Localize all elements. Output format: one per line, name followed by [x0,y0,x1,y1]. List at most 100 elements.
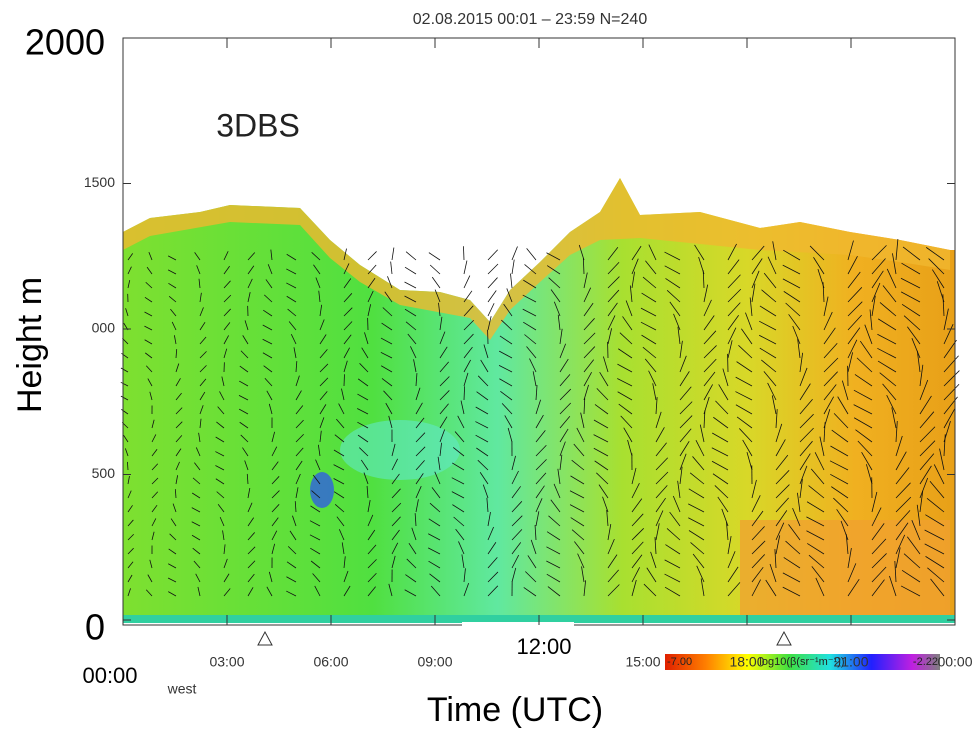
wind-arrow [906,536,921,555]
wind-arrow [782,572,801,583]
wind-arrow [271,461,279,471]
wind-arrow [262,324,273,331]
wind-arrow [217,406,225,415]
wind-arrow [631,498,643,513]
wind-arrow [546,252,561,261]
wind-arrow [380,365,393,373]
wind-arrow [271,431,276,443]
wind-arrow [367,586,376,597]
wind-arrow [415,402,423,415]
chart-title: 02.08.2015 00:01 – 23:59 N=240 [413,11,648,28]
wind-arrow [761,359,777,373]
wind-arrow [688,517,705,527]
wind-arrow [367,572,377,583]
wind-arrow [522,308,537,317]
wind-arrow [933,464,945,485]
wind-arrow [727,566,739,583]
wind-arrow [439,376,450,387]
wind-arrow [388,415,393,429]
wind-arrow [569,504,585,513]
wind-arrow [315,277,321,289]
wind-arrow [882,285,897,303]
wind-arrow [526,248,537,261]
wind-arrow [199,365,207,373]
wind-arrow [767,382,777,401]
wind-arrow [823,422,826,443]
wind-arrow [763,272,777,289]
wind-arrow [775,409,778,429]
wind-arrow [168,282,177,289]
wind-arrow [788,314,801,331]
wind-arrow [631,541,644,555]
wind-arrow [215,451,225,457]
wind-arrow [847,240,854,261]
wind-arrow [247,573,255,583]
wind-arrow [271,517,279,527]
wind-arrow [219,391,225,401]
wind-arrow [463,372,469,387]
wind-arrow [387,276,393,289]
wind-arrow [144,311,153,317]
wind-arrow [415,387,421,401]
wind-arrow [151,434,157,443]
wind-arrow [429,264,441,275]
wind-arrow [631,258,639,275]
wind-arrow [618,348,633,359]
wind-arrow [617,378,633,387]
wind-arrow [603,356,609,373]
colorbar-tick-label: -2.22 [913,656,938,668]
wind-arrow [405,574,417,583]
wind-arrow [170,308,177,317]
wind-arrow [127,574,133,583]
wind-arrow [511,542,522,555]
wind-arrow [782,278,801,289]
wind-arrow [943,408,956,429]
wind-arrow [431,276,441,289]
wind-arrow [871,245,887,261]
wind-arrow [534,525,537,541]
wind-arrow [343,347,350,359]
wind-arrow [900,277,921,289]
wind-arrow [606,509,609,527]
wind-arrow [523,321,537,331]
wind-arrow [286,253,297,261]
wind-arrow [264,377,273,387]
wind-arrow [414,513,417,527]
wind-arrow [581,566,585,583]
wind-arrow [247,292,251,303]
marker-triangle [257,630,273,646]
wind-arrow [319,391,328,401]
wind-arrow [341,542,345,555]
wind-arrow [727,274,741,289]
wind-arrow [607,246,619,261]
wind-arrow [930,578,945,597]
wind-arrow [529,358,537,373]
wind-arrow [169,533,177,541]
wind-arrow [168,548,177,555]
wind-arrow [830,445,849,457]
wind-arrow [583,384,589,401]
wind-arrow [144,325,153,331]
wind-arrow [290,333,297,345]
wind-arrow [688,488,705,499]
wind-arrow [357,378,369,387]
wind-arrow [287,546,297,555]
wind-arrow [289,530,297,541]
wind-arrow [775,510,788,527]
wind-arrow [175,378,181,387]
wind-arrow [727,582,741,597]
wind-arrow [900,585,921,597]
wind-arrow [195,447,201,457]
wind-arrow [769,563,777,583]
wind-arrow [151,477,159,485]
wind-arrow [643,583,657,597]
wind-arrow [271,476,280,485]
wind-arrow [559,415,571,429]
wind-arrow [391,542,399,555]
wind-arrow [145,589,153,597]
wind-arrow [263,309,273,317]
wind-arrow [677,326,681,345]
wind-arrow [487,512,491,527]
wind-arrow [363,472,369,485]
wind-arrow [767,256,777,275]
